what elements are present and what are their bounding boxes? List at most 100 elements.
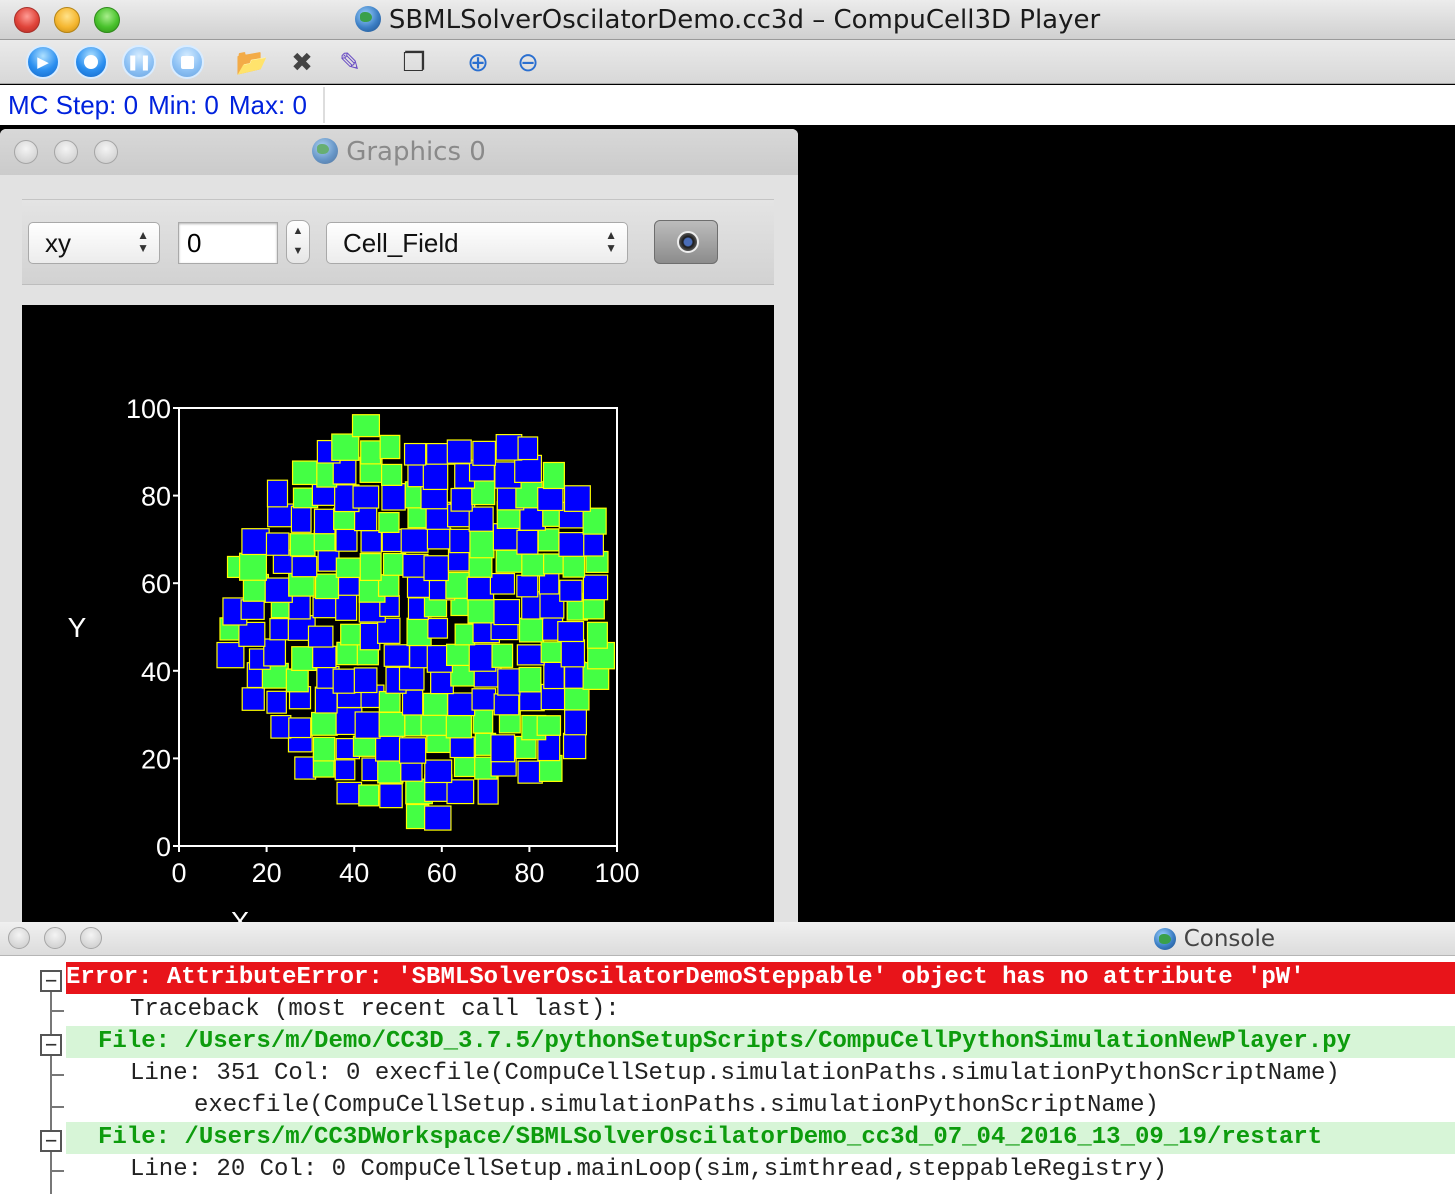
cell-type-1 xyxy=(312,645,337,669)
cell-type-1 xyxy=(398,666,425,691)
collapse-icon[interactable]: − xyxy=(40,970,62,992)
cell-type-1 xyxy=(238,621,266,647)
cell-type-1 xyxy=(471,688,497,711)
graphics-minimize-button[interactable] xyxy=(54,140,78,164)
plane-position-stepper[interactable]: ▲ ▼ xyxy=(286,220,310,264)
console-line-error: Error: AttributeError: 'SBMLSolverOscila… xyxy=(66,962,1455,994)
cell-type-2 xyxy=(291,460,320,486)
graphics-canvas[interactable]: 0 0 20 20 40 40 60 60 80 80 100 100 Y X xyxy=(22,305,774,922)
status-bar: MC Step: 0 Min: 0 Max: 0 xyxy=(0,85,1455,125)
cell-type-1 xyxy=(241,687,265,711)
collapse-icon[interactable]: − xyxy=(40,1130,62,1152)
graphics-zoom-button[interactable] xyxy=(94,140,118,164)
cell-type-1 xyxy=(359,622,381,651)
zoom-window-button[interactable] xyxy=(94,7,120,33)
cell-type-2 xyxy=(289,533,316,557)
cell-type-1 xyxy=(424,759,453,784)
x-tick-label: 60 xyxy=(427,858,457,888)
cell-type-2 xyxy=(314,573,340,600)
cell-type-2 xyxy=(542,461,565,490)
cell-type-1 xyxy=(493,693,520,716)
windows-icon[interactable]: ❐ xyxy=(402,48,426,78)
cell-type-2 xyxy=(379,434,401,460)
x-tick-label: 100 xyxy=(594,858,639,888)
cell-type-2 xyxy=(586,621,608,649)
tree-tick xyxy=(50,1106,64,1108)
x-tick-label: 0 xyxy=(171,858,186,888)
cell-type-2 xyxy=(351,414,381,438)
cell-type-1 xyxy=(379,783,403,809)
cell-type-1 xyxy=(334,759,356,781)
main-viewport xyxy=(798,125,1455,922)
console-globe-icon xyxy=(1153,928,1176,950)
stop-icon xyxy=(172,47,202,77)
main-title-bar: SBMLSolverOscilatorDemo.cc3d – CompuCell… xyxy=(0,0,1455,40)
screenshot-button[interactable] xyxy=(654,220,718,264)
folder-open-icon[interactable]: 📂 xyxy=(235,48,269,78)
cell-type-1 xyxy=(291,555,318,578)
console-close-button[interactable] xyxy=(8,927,30,949)
cell-type-1 xyxy=(265,532,290,556)
console-title: Console xyxy=(1183,926,1275,952)
cell-type-2 xyxy=(454,623,476,646)
zoom-in-icon[interactable]: ⊕ xyxy=(467,48,489,78)
y-tick-label: 80 xyxy=(141,482,171,512)
app-globe-icon xyxy=(354,6,381,32)
cell-type-2 xyxy=(518,617,545,643)
tree-tick xyxy=(50,1010,64,1012)
cell-type-2 xyxy=(469,530,495,559)
console-gutter: − − − xyxy=(0,962,64,1194)
cell-type-2 xyxy=(336,641,359,666)
stop-button[interactable] xyxy=(170,45,204,79)
graphics-close-button[interactable] xyxy=(14,140,38,164)
cell-type-1 xyxy=(564,707,588,736)
play-button[interactable]: ▶ xyxy=(26,45,60,79)
console-line: Traceback (most recent call last): xyxy=(130,996,620,1023)
cell-type-2 xyxy=(453,755,477,778)
y-tick-label: 0 xyxy=(156,832,171,862)
cell-type-2 xyxy=(331,433,360,461)
cell-type-2 xyxy=(359,553,382,582)
cell-type-1 xyxy=(517,760,543,784)
cell-type-2 xyxy=(521,553,546,577)
cell-type-2 xyxy=(445,571,472,599)
cell-type-2 xyxy=(422,692,449,716)
cell-type-2 xyxy=(472,707,494,734)
step-button[interactable] xyxy=(74,45,108,79)
console-minimize-button[interactable] xyxy=(44,927,66,949)
cell-type-1 xyxy=(562,732,587,760)
cell-type-2 xyxy=(378,511,400,534)
close-window-button[interactable] xyxy=(14,7,40,33)
plane-position-input[interactable]: 0 xyxy=(178,222,278,264)
edit-icon[interactable]: ✎ xyxy=(339,48,361,78)
cell-type-1 xyxy=(383,644,410,667)
cell-type-1 xyxy=(516,529,539,555)
pause-icon: ❚❚ xyxy=(126,54,152,71)
cell-type-2 xyxy=(352,735,379,757)
field-select-value: Cell_Field xyxy=(343,228,459,258)
minimize-window-button[interactable] xyxy=(54,7,80,33)
cell-type-1 xyxy=(490,734,516,763)
tools-icon[interactable]: ✖ xyxy=(291,48,313,78)
x-tick-label: 20 xyxy=(252,858,282,888)
y-tick-label: 60 xyxy=(141,569,171,599)
cell-type-1 xyxy=(400,528,429,553)
plane-select[interactable]: xy ▲ ▼ xyxy=(28,222,160,264)
cell-type-2 xyxy=(543,553,565,575)
cell-type-1 xyxy=(558,531,587,557)
zoom-out-icon[interactable]: ⊖ xyxy=(517,48,539,78)
graphics-title-bar: Graphics 0 xyxy=(0,129,798,175)
y-tick-label: 100 xyxy=(126,394,171,424)
field-select[interactable]: Cell_Field ▲ ▼ xyxy=(326,222,628,264)
tree-tick xyxy=(50,1170,64,1172)
graphics-window: Graphics 0 xy ▲ ▼ 0 ▲ ▼ Cell_Field ▲ ▼ 0 0 20… xyxy=(0,129,798,922)
pause-button[interactable]: ❚❚ xyxy=(122,45,156,79)
console-title-bar: Console xyxy=(0,922,1455,956)
window-title: SBMLSolverOscilatorDemo.cc3d – CompuCell… xyxy=(388,5,1101,35)
y-tick-label: 20 xyxy=(141,744,171,774)
cell-type-2 xyxy=(536,715,562,736)
console-output[interactable]: − − − Error: AttributeError: 'SBMLSolver… xyxy=(0,962,1455,1194)
cell-type-1 xyxy=(447,692,476,717)
console-zoom-button[interactable] xyxy=(80,927,102,949)
collapse-icon[interactable]: − xyxy=(40,1034,62,1056)
